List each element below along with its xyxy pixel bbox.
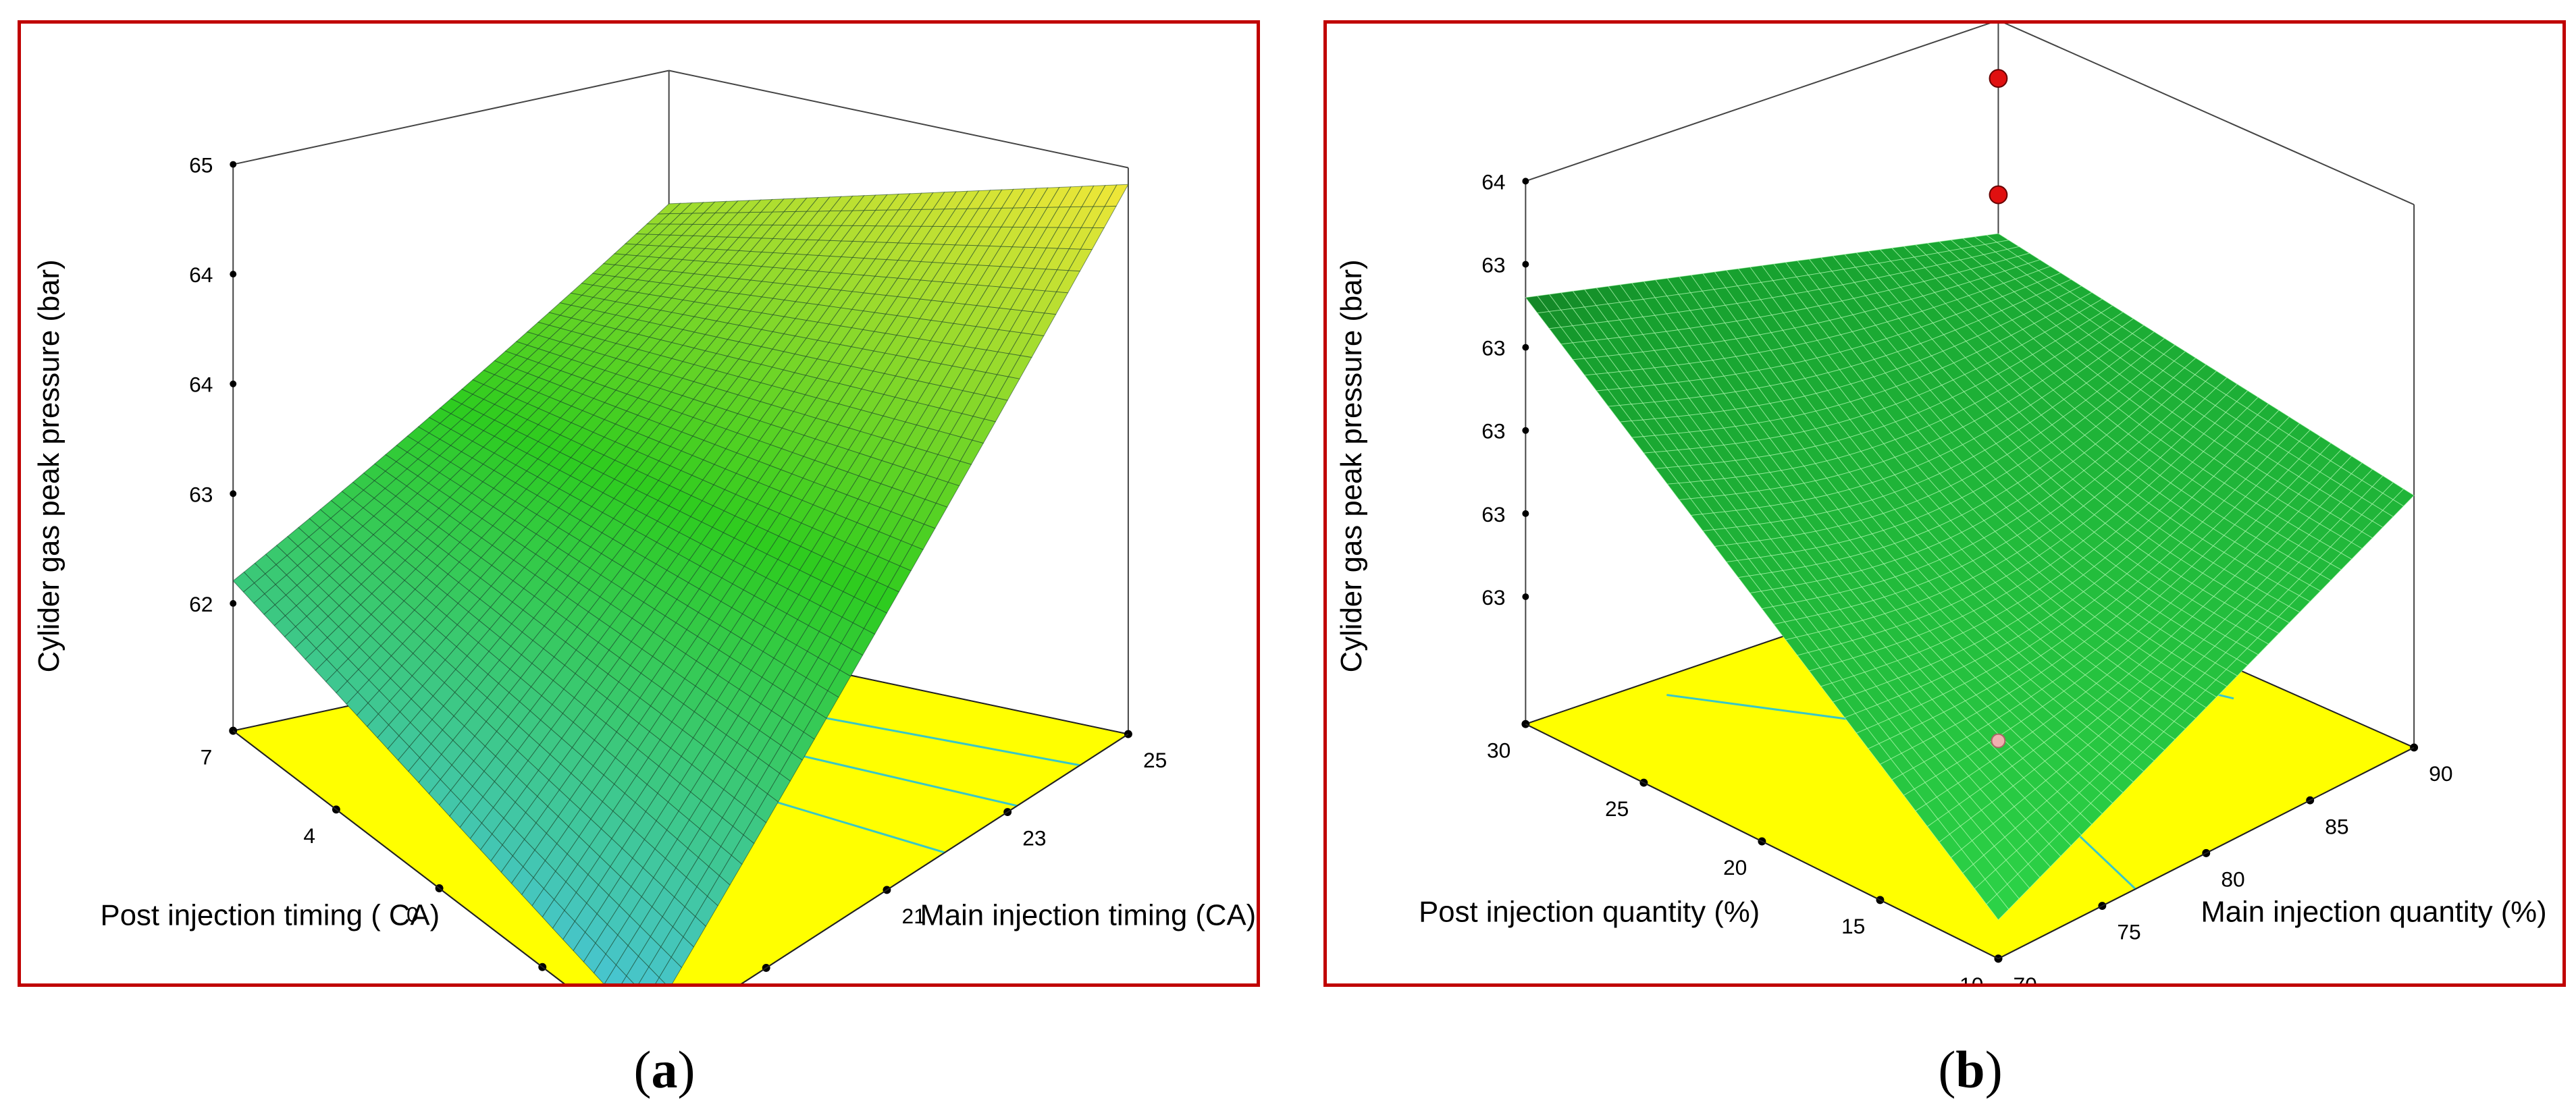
b-xtick-label-3: 25 (1605, 796, 1629, 821)
b-xtick-label-1: 15 (1841, 914, 1865, 938)
a-ztick-label-0: 62 (189, 592, 213, 616)
b-ztick-label-3: 63 (1481, 336, 1505, 360)
b-xlabel: Post injection quantity (%) (1419, 896, 1760, 929)
caption-b: (b) (1938, 1040, 2003, 1099)
b-front-left-edge (1525, 723, 1999, 960)
b-front-right-edge (1997, 747, 2415, 960)
b-ztick-label-4: 63 (1481, 252, 1505, 277)
a-xtick-label-3: 4 (303, 823, 315, 848)
b-ztick-mark-3 (1522, 344, 1529, 351)
b-ztick-label-5: 64 (1481, 169, 1505, 194)
a-surface-cell (1104, 184, 1129, 207)
b-ztick-mark-4 (1522, 261, 1529, 268)
b-design-point-low (1991, 733, 2006, 749)
a-xtick-label-2: 0 (406, 902, 419, 927)
a-zlabel: Cylider gas peak pressure (bar) (32, 259, 65, 672)
a-front-right-edge (741, 733, 1129, 983)
a-ztick-mark-2 (230, 380, 237, 387)
b-surface-cell (2392, 488, 2415, 507)
b-box-edge-0 (1525, 24, 1991, 182)
b-ylabel: Main injection quantity (%) (2201, 896, 2546, 929)
b-ztick-label-1: 63 (1481, 502, 1505, 526)
b-ztick-label-0: 63 (1481, 585, 1505, 610)
caption-b-letter: b (1955, 1040, 1985, 1099)
a-ytick-label-2: 21 (901, 904, 925, 928)
a-ztick-label-2: 64 (189, 373, 213, 397)
a-ztick-mark-3 (230, 271, 237, 278)
chart-panel-a: -7-404717192123256263646465Post injectio… (18, 20, 1260, 987)
a-xlabel: Post injection timing ( CA) (101, 899, 440, 932)
a-ztick-mark-4 (230, 161, 237, 168)
b-ytick-mark-4 (2410, 743, 2419, 752)
a-surface (232, 184, 1129, 983)
a-surface-cell (655, 977, 666, 983)
surface-plot-a: -7-404717192123256263646465Post injectio… (32, 70, 1256, 983)
b-ztick-mark-1 (1522, 510, 1529, 517)
a-ztick-label-1: 63 (189, 482, 213, 506)
a-front-left-edge (232, 730, 565, 983)
b-xtick-label-2: 20 (1723, 855, 1747, 880)
surface-plot-b: 10 15 20 25 30 70 75 80 85 90 63 63 63 63 63 64 Post inj… (1335, 24, 2547, 983)
b-ztick-mark-0 (1522, 593, 1529, 600)
b-ytick-label-4: 90 (2429, 761, 2452, 786)
b-surface (1525, 233, 2415, 921)
b-box-edge-1 (2004, 24, 2415, 206)
a-ytick-label-3: 23 (1022, 826, 1046, 850)
a-ytick-label-4: 25 (1143, 748, 1167, 772)
b-ztick-mark-5 (1522, 178, 1529, 185)
b-ytick-label-3: 85 (2325, 814, 2348, 838)
b-zlabel: Cylider gas peak pressure (bar) (1335, 259, 1368, 672)
a-box-edge-0 (233, 70, 669, 165)
b-xtick-label-0: 10 (1960, 973, 1983, 983)
a-ytick-label-1: 19 (781, 982, 805, 983)
b-ytick-label-1: 75 (2117, 920, 2140, 944)
b-ytick-mark-0 (1994, 954, 2003, 963)
a-ztick-mark-0 (230, 599, 237, 607)
b-design-point-1 (1989, 185, 2008, 205)
a-ztick-label-3: 64 (189, 263, 213, 287)
b-xtick-label-4: 30 (1487, 738, 1510, 762)
b-design-point-0 (1989, 69, 2008, 88)
b-ytick-label-0: 70 (2013, 973, 2036, 983)
a-box-edge-1 (668, 70, 1129, 169)
a-xtick-label-1: -4 (506, 981, 525, 983)
a-ztick-label-4: 65 (189, 153, 213, 177)
a-ztick-mark-1 (230, 490, 237, 497)
a-ylabel: Main injection timing (CA) (920, 899, 1256, 932)
b-ztick-label-2: 63 (1481, 419, 1505, 443)
chart-panel-b: 10 15 20 25 30 70 75 80 85 90 63 63 63 63 63 64 Post inj… (1323, 20, 2566, 987)
a-xtick-label-4: 7 (201, 745, 213, 769)
b-ytick-label-2: 80 (2221, 867, 2244, 892)
caption-a-letter: a (651, 1040, 678, 1099)
b-ztick-mark-2 (1522, 427, 1529, 434)
a-surface-cell (621, 975, 635, 983)
caption-a: (a) (633, 1040, 695, 1099)
